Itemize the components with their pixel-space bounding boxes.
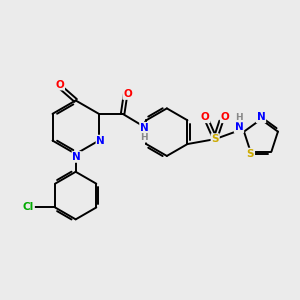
Text: O: O bbox=[123, 89, 132, 99]
Text: N: N bbox=[97, 136, 105, 146]
Text: N: N bbox=[140, 123, 149, 133]
Text: N: N bbox=[72, 152, 81, 162]
Text: O: O bbox=[201, 112, 210, 122]
Text: O: O bbox=[221, 112, 230, 122]
Text: N: N bbox=[235, 122, 243, 132]
Text: H: H bbox=[235, 113, 243, 122]
Text: S: S bbox=[247, 148, 254, 158]
Text: S: S bbox=[212, 134, 219, 144]
Text: O: O bbox=[56, 80, 64, 90]
Text: N: N bbox=[256, 112, 265, 122]
Text: H: H bbox=[141, 133, 148, 142]
Text: Cl: Cl bbox=[23, 202, 34, 212]
